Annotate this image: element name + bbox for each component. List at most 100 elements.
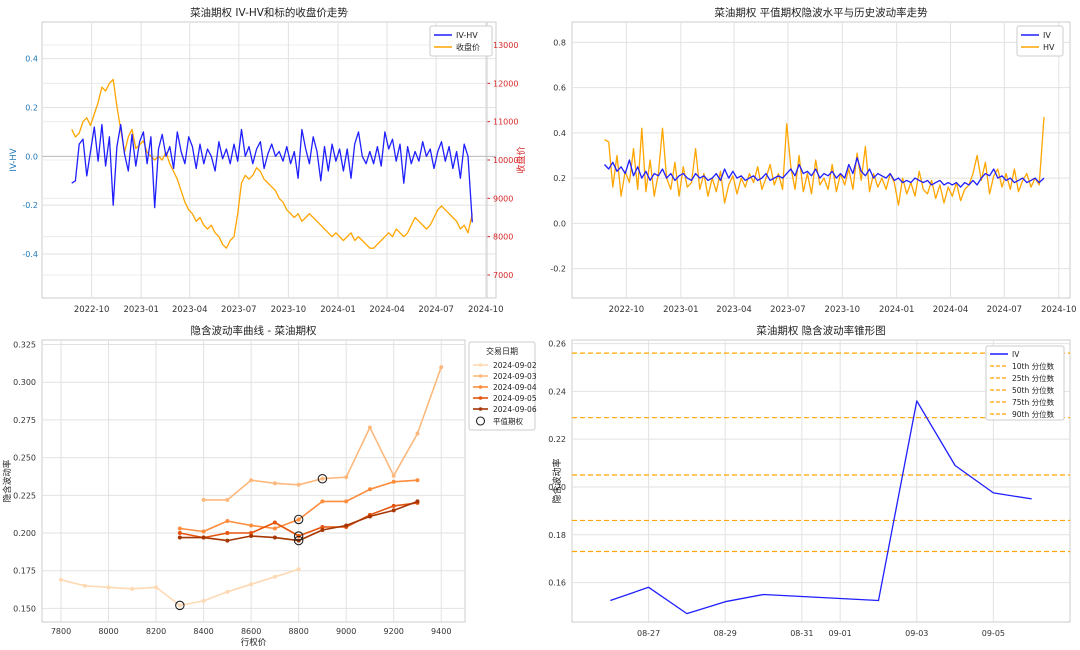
smile-point: [106, 585, 111, 590]
smile-point: [201, 598, 206, 603]
x-tick-label: 2023-04: [716, 305, 752, 315]
legend-box: [468, 341, 536, 431]
smile-point: [249, 531, 254, 536]
smile-point: [201, 497, 206, 502]
smile-point: [225, 531, 230, 536]
y-axis-label: 隐含波动率: [2, 459, 13, 502]
smile-point: [367, 514, 372, 519]
x-tick-label: 2022-10: [74, 305, 110, 315]
x-tick-label: 09-05: [982, 629, 1005, 638]
smile-point: [249, 478, 254, 483]
x-tick-label: 2023-01: [663, 305, 699, 315]
x-tick-label: 2024-01: [320, 305, 356, 315]
smile-point: [201, 529, 206, 534]
legend-label: 50th 分位数: [1012, 385, 1055, 395]
y-tick-label: -0.2: [22, 201, 38, 210]
x-tick-label: 2023-04: [172, 305, 208, 315]
legend-label: IV-HV: [456, 31, 478, 40]
y-tick-label: 0.2: [553, 174, 566, 183]
y-tick-label: 0.26: [548, 340, 566, 349]
smile-point: [320, 499, 325, 504]
legend-label: 2024-09-04: [493, 383, 537, 392]
series-ivhv-line: [71, 123, 473, 223]
legend: IV-HV 收盘价: [429, 25, 493, 57]
x-tick-label: 08-29: [714, 629, 737, 638]
y-tick-label: 0.0: [553, 219, 566, 228]
legend-label: HV: [1043, 43, 1055, 52]
y-axis-label: IV-HV: [9, 148, 19, 171]
x-tick-label: 8800: [288, 627, 308, 636]
smile-point: [201, 535, 206, 540]
x-tick-label: 8200: [146, 627, 166, 636]
y2-tick-label: 8000: [493, 233, 513, 242]
chart-title: 菜油期权 隐含波动率锥形图: [756, 324, 885, 337]
y-tick-label: -0.4: [22, 250, 38, 259]
legend-label: 收盘价: [456, 42, 480, 52]
x-tick-label: 2024-04: [369, 305, 405, 315]
smile-point: [82, 583, 87, 588]
smile-point: [249, 523, 254, 528]
smile-point: [391, 503, 396, 508]
smile-point: [296, 517, 301, 522]
x-tick-label: 2023-07: [770, 305, 806, 315]
legend: 交易日期 2024-09-02 2024-09-03 2024-09-04 2024-0…: [468, 341, 537, 431]
x-tick-label: 8400: [193, 627, 213, 636]
atm-marker: [293, 514, 304, 525]
y-tick-label: 0.150: [13, 604, 36, 613]
smile-point: [415, 431, 420, 436]
series-hv-line: [604, 116, 1045, 206]
x-tick-label: 9000: [336, 627, 356, 636]
x-tick-label: 2024-10: [468, 305, 504, 315]
x-axis-label: 行权价: [241, 637, 267, 646]
x-tick-label: 2023-10: [271, 305, 307, 315]
legend: IV HV: [1016, 25, 1064, 57]
y-tick-label: 0.2: [25, 103, 38, 112]
x-tick-label: 09-03: [905, 629, 928, 638]
y-tick-label: 0.250: [13, 454, 36, 463]
x-tick-label: 8600: [241, 627, 261, 636]
smile-point: [177, 526, 182, 531]
y2-tick-label: 7000: [493, 271, 513, 280]
y-tick-label: 0.0: [25, 152, 38, 161]
y-tick-label: 0.200: [13, 529, 36, 538]
smile-point: [272, 574, 277, 579]
y-tick-label: 0.20: [548, 483, 566, 492]
legend-swatch-dot: [478, 396, 483, 400]
smile-point: [177, 603, 182, 608]
chart-iv-hv: -0.2 0.0 0.2 0.4 0.6 0.8 2022-10 2023-01 2023-04…: [550, 6, 1076, 315]
x-tick-label: 9200: [384, 627, 404, 636]
smile-point: [272, 526, 277, 531]
x-tick-label: 9400: [431, 627, 451, 636]
y-tick-label: 0.175: [13, 567, 36, 576]
legend-label: 75th 分位数: [1012, 397, 1055, 407]
legend-label: IV: [1043, 31, 1051, 40]
smile-point: [415, 499, 420, 504]
atm-marker: [293, 535, 304, 546]
smile-point: [296, 482, 301, 487]
legend-title: 交易日期: [486, 346, 518, 356]
y2-tick-label: 13000: [493, 41, 518, 50]
x-tick-label: 2022-10: [609, 305, 645, 315]
y-tick-label: 0.300: [13, 378, 36, 387]
legend-label: 2024-09-05: [493, 394, 537, 403]
legend-box: [429, 25, 493, 57]
smile-point: [59, 577, 64, 582]
x-tick-label: 08-27: [637, 629, 660, 638]
plot-area: [572, 22, 1070, 298]
x-tick-label: 2024-07: [987, 305, 1023, 315]
y2-axis-label: 收盘价: [515, 146, 527, 173]
legend-box: [1016, 25, 1064, 57]
legend-label: 2024-09-02: [493, 361, 537, 370]
smile-point: [225, 538, 230, 543]
legend-label: 90th 分位数: [1012, 409, 1055, 419]
y-tick-label: 0.22: [548, 435, 566, 444]
y-tick-label: 0.325: [13, 341, 36, 350]
y-tick-label: -0.2: [550, 265, 566, 274]
smile-point: [344, 499, 349, 504]
smile-point: [177, 531, 182, 536]
plot-frame: [571, 21, 1071, 299]
y-tick-label: 0.6: [553, 84, 566, 93]
x-tick-label: 2023-07: [221, 305, 257, 315]
